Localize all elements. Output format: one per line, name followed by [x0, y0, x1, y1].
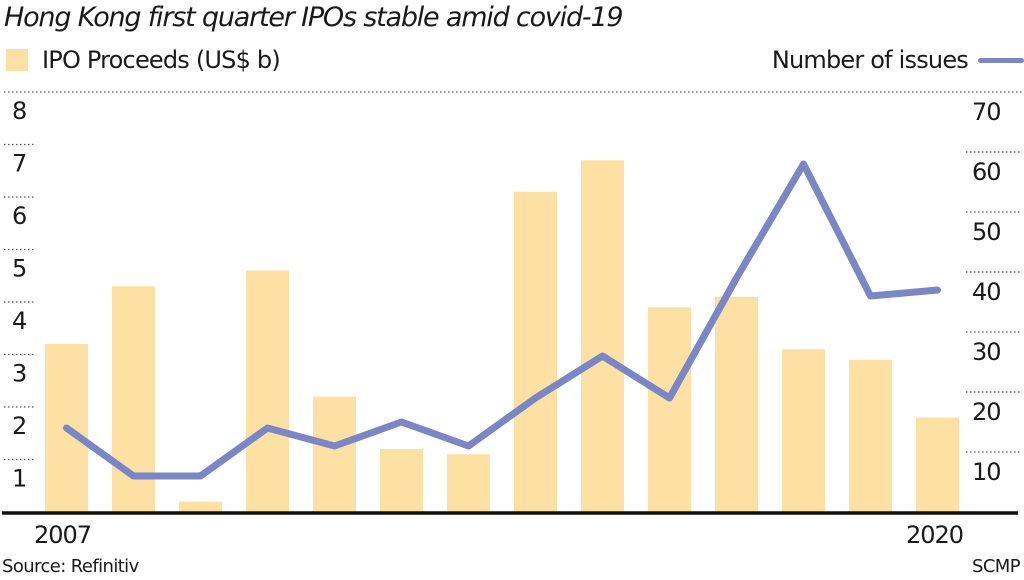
- left-tick-label: 3: [12, 360, 26, 388]
- bar-series: [45, 160, 959, 512]
- legend-line-issues: [978, 57, 1024, 63]
- legend-swatch-proceeds: [6, 49, 28, 71]
- bar-2018: [782, 349, 825, 512]
- left-tick-label: 8: [12, 97, 26, 125]
- chart-title: Hong Kong first quarter IPOs stable amid…: [4, 2, 624, 33]
- left-tick-label: 6: [12, 202, 26, 230]
- right-tick-label: 40: [972, 278, 1001, 306]
- right-tick-label: 10: [972, 458, 1001, 486]
- right-tick-label: 20: [972, 398, 1001, 426]
- source-note: Source: Refinitiv: [2, 556, 139, 577]
- left-tick-label: 2: [12, 412, 26, 440]
- bar-2016: [648, 307, 691, 512]
- legend-label-issues: Number of issues: [771, 46, 969, 74]
- bar-2019: [849, 359, 892, 512]
- right-tick-label: 50: [972, 218, 1001, 246]
- x-tick-first: 2007: [34, 521, 91, 549]
- left-tick-label: 1: [12, 465, 26, 493]
- line-number-of-issues: [63, 160, 941, 480]
- gridlines: [4, 91, 1022, 461]
- bar-2014: [514, 191, 557, 512]
- line-series: [63, 160, 941, 480]
- x-tick-last: 2020: [906, 521, 963, 549]
- left-tick-label: 7: [12, 150, 26, 178]
- right-tick-label: 70: [972, 98, 1001, 126]
- right-tick-label: 30: [972, 338, 1001, 366]
- left-tick-label: 4: [12, 307, 26, 335]
- legend-label-proceeds: IPO Proceeds (US$ b): [42, 46, 281, 74]
- bar-2020: [916, 417, 959, 512]
- axis-ticks: 1 2 3 4 5 6 7 8 10 20 30 40 50 60 70: [12, 97, 1002, 493]
- right-tick-label: 60: [972, 158, 1001, 186]
- credit-note: SCMP: [972, 556, 1021, 577]
- legend-proceeds: IPO Proceeds (US$ b): [6, 46, 281, 74]
- bar-2017: [715, 296, 758, 512]
- legend-issues: Number of issues: [772, 46, 1024, 74]
- bar-2011: [313, 396, 356, 512]
- bar-2010: [246, 270, 289, 512]
- bar-2012: [380, 449, 423, 512]
- left-tick-label: 5: [12, 255, 26, 283]
- bar-2009: [179, 501, 222, 512]
- bar-2013: [447, 454, 490, 512]
- bar-2015: [581, 160, 624, 512]
